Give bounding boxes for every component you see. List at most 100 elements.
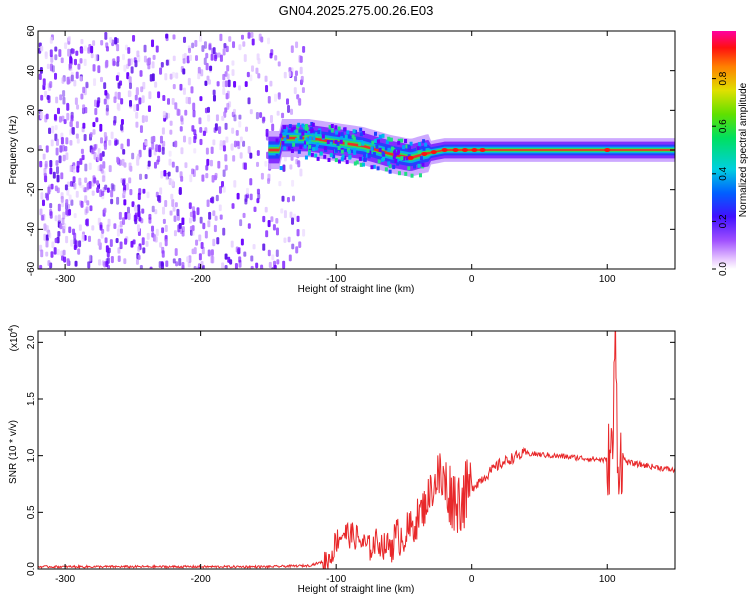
noise-pixel (281, 195, 285, 202)
noise-pixel (146, 58, 150, 66)
noise-pixel (164, 200, 168, 208)
noise-pixel (54, 46, 58, 52)
noise-pixel (231, 203, 235, 209)
noise-pixel (80, 47, 84, 54)
noise-pixel (78, 240, 82, 248)
noise-pixel (267, 37, 271, 45)
band-speckle (404, 171, 408, 176)
noise-pixel (272, 224, 276, 231)
noise-pixel (182, 58, 186, 64)
noise-pixel (267, 249, 271, 257)
noise-pixel (70, 199, 74, 206)
noise-pixel (49, 49, 53, 58)
noise-pixel (126, 138, 130, 147)
noise-pixel (110, 198, 114, 205)
band-speckle (315, 132, 319, 137)
noise-pixel (82, 86, 86, 94)
band-speckle (339, 139, 343, 144)
noise-pixel (189, 174, 193, 183)
noise-pixel (188, 217, 192, 224)
noise-pixel (54, 215, 58, 222)
noise-pixel (103, 143, 107, 150)
x-tick-label: 100 (599, 274, 616, 285)
noise-pixel (295, 246, 299, 254)
noise-pixel (191, 168, 195, 175)
colorbar-tick-label: 0.0 (718, 262, 729, 276)
noise-pixel (45, 239, 49, 248)
noise-pixel (249, 152, 253, 159)
noise-pixel (205, 164, 209, 171)
noise-pixel (205, 147, 209, 155)
noise-pixel (180, 147, 184, 155)
noise-pixel (220, 181, 224, 188)
band-speckle (388, 164, 392, 169)
band-speckle (327, 157, 331, 162)
noise-pixel (175, 261, 179, 267)
noise-pixel (198, 234, 202, 242)
noise-pixel (123, 199, 127, 206)
band-speckle (323, 146, 327, 151)
band-speckle (310, 152, 314, 157)
noise-pixel (65, 152, 69, 161)
noise-pixel (181, 226, 185, 232)
ridge-peak-dot (479, 148, 486, 152)
noise-pixel (235, 246, 239, 253)
x-tick-label: -200 (191, 274, 211, 285)
noise-pixel (56, 174, 60, 183)
noise-pixel (142, 247, 146, 254)
noise-pixel (136, 103, 140, 112)
noise-pixel (232, 108, 236, 116)
noise-pixel (231, 60, 235, 66)
noise-pixel (78, 177, 82, 186)
noise-pixel (200, 242, 204, 249)
noise-pixel (64, 184, 68, 191)
noise-pixel (269, 115, 273, 124)
noise-pixel (202, 222, 206, 230)
noise-pixel (212, 139, 216, 146)
noise-pixel (92, 64, 96, 72)
noise-pixel (58, 116, 62, 123)
noise-pixel (253, 206, 257, 213)
noise-pixel (96, 187, 100, 193)
noise-pixel (215, 194, 219, 202)
noise-pixel (69, 180, 73, 187)
noise-pixel (188, 202, 192, 210)
colorbar-gradient (712, 31, 736, 269)
band-speckle (305, 137, 309, 142)
noise-pixel (80, 38, 84, 45)
noise-pixel (217, 52, 221, 58)
noise-pixel (224, 253, 228, 260)
noise-pixel (209, 65, 213, 72)
noise-pixel (247, 223, 251, 229)
noise-pixel (135, 121, 139, 128)
noise-pixel (242, 212, 246, 219)
noise-pixel (113, 96, 117, 104)
band-speckle (402, 145, 406, 150)
noise-pixel (238, 256, 242, 263)
x-tick-label: 0 (469, 574, 475, 585)
band-speckle (368, 150, 372, 155)
noise-pixel (87, 235, 91, 243)
noise-pixel (95, 117, 99, 123)
noise-pixel (180, 115, 184, 122)
band-speckle (353, 150, 357, 155)
noise-pixel (271, 123, 275, 132)
noise-pixel (135, 258, 139, 265)
band-speckle (353, 161, 357, 166)
band-speckle (384, 146, 388, 151)
noise-pixel (105, 104, 109, 112)
noise-pixel (165, 260, 169, 267)
noise-pixel (208, 42, 212, 50)
band-speckle (281, 140, 285, 145)
noise-pixel (68, 62, 72, 69)
band-speckle (340, 149, 344, 154)
noise-pixel (245, 126, 249, 132)
noise-pixel (54, 237, 58, 244)
noise-pixel (109, 36, 113, 44)
noise-pixel (281, 112, 285, 119)
noise-pixel (62, 90, 66, 97)
band-speckle (337, 145, 341, 150)
noise-pixel (103, 207, 107, 214)
noise-pixel (298, 241, 302, 249)
noise-pixel (104, 31, 108, 40)
